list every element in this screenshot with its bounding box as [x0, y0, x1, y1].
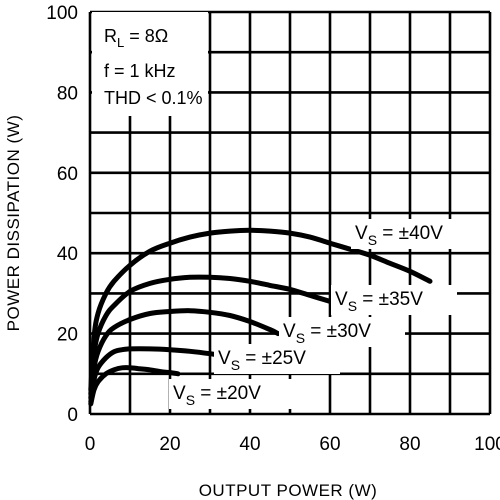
x-tick-label: 40	[239, 434, 260, 455]
series-curve-vs-35v	[88, 274, 345, 397]
series-label-vs-20v: VS = ±20V	[169, 379, 295, 409]
series-label-text: VS = ±35V	[335, 289, 423, 314]
frequency-note: f = 1 kHz	[104, 61, 176, 81]
y-tick-label: 0	[67, 405, 78, 426]
thd-note: THD < 0.1%	[104, 88, 203, 108]
series-label-background	[169, 379, 295, 409]
y-tick-label: 20	[57, 325, 78, 346]
series-label-vs-25v: VS = ±25V	[214, 344, 340, 374]
series-label-text: VS = ±20V	[173, 383, 261, 408]
series-label-vs-30v: VS = ±30V	[279, 317, 405, 347]
conditions-box	[92, 12, 208, 116]
x-tick-label: 100	[474, 434, 500, 455]
series-label-text: VS = ±25V	[218, 348, 306, 373]
series-label-text: VS = ±40V	[355, 223, 443, 248]
x-tick-label: 20	[159, 434, 180, 455]
series-label-background	[279, 317, 405, 347]
series-label-background	[351, 219, 477, 249]
y-axis-label: POWER DISSIPATION (W)	[4, 115, 23, 332]
y-tick-label: 40	[57, 244, 78, 265]
series-curve-vs-20v	[88, 365, 181, 407]
y-tick-label: 60	[57, 164, 78, 185]
x-axis-label: OUTPUT POWER (W)	[199, 481, 378, 500]
series-curve-vs-25v	[88, 346, 225, 405]
x-tick-label: 0	[85, 434, 96, 455]
series-curve-vs-40v	[88, 227, 433, 393]
series-label-vs-35v: VS = ±35V	[331, 285, 457, 315]
load-resistance-note: RL = 8Ω	[104, 26, 168, 50]
x-tick-label: 80	[399, 434, 420, 455]
tick-labels: 0 20 40 60 80 100 0 20 40 60 80 100	[46, 3, 500, 455]
x-tick-label: 60	[319, 434, 340, 455]
series-curve-vs-30v	[88, 308, 281, 401]
series-label-background	[214, 344, 340, 374]
y-tick-label: 100	[46, 3, 78, 24]
series-label-background	[331, 285, 457, 315]
series-label-text: VS = ±30V	[283, 321, 371, 346]
y-tick-label: 80	[57, 83, 78, 104]
series-label-vs-40v: VS = ±40V	[351, 219, 477, 249]
series-curves	[88, 227, 433, 407]
